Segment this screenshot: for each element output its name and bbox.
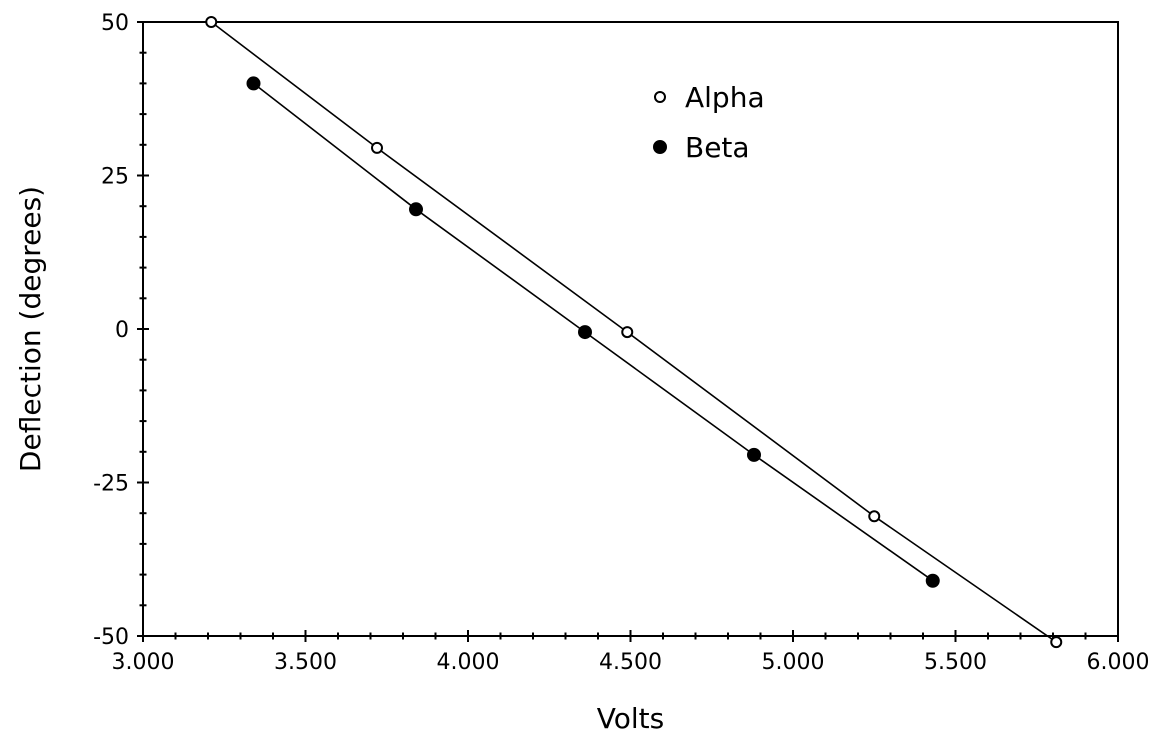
series-line-beta: [253, 82, 934, 582]
x-tick-label: 4.000: [437, 650, 500, 675]
y-axis-title: Deflection (degrees): [14, 186, 47, 472]
y-tick-label: 0: [115, 318, 129, 343]
x-tick-label: 4.500: [599, 650, 662, 675]
x-tick-label: 3.500: [274, 650, 337, 675]
x-tick-label: 5.500: [924, 650, 987, 675]
y-tick-label: -25: [93, 472, 129, 497]
legend-marker-beta: [653, 140, 667, 154]
data-point-beta: [747, 447, 761, 462]
y-tick-label: 50: [101, 11, 129, 36]
y-tick-label: -50: [93, 625, 129, 650]
legend-marker-alpha: [654, 91, 666, 103]
data-point-beta: [925, 573, 940, 588]
x-tick-label: 3.000: [112, 650, 175, 675]
x-tick-label: 5.000: [762, 650, 825, 675]
plot-labels: 3.000 3.500 4.000 4.500 5.000 5.500 6.000 50 25 0…: [14, 11, 1149, 735]
legend-label-alpha: Alpha: [685, 81, 765, 114]
data-point-alpha: [1050, 636, 1063, 649]
plot-marks: [205, 16, 1063, 649]
x-axis-title: Volts: [597, 702, 664, 735]
data-point-beta: [246, 76, 261, 91]
data-point-beta: [578, 325, 592, 340]
plot-axes: [137, 21, 1119, 642]
x-tick-label: 6.000: [1087, 650, 1150, 675]
series-line-alpha: [210, 21, 1057, 643]
legend: Alpha Beta: [653, 81, 765, 164]
data-point-alpha: [371, 141, 383, 154]
data-point-alpha: [868, 510, 881, 523]
legend-label-beta: Beta: [685, 131, 750, 164]
y-tick-label: 25: [101, 165, 129, 190]
data-point-beta: [409, 202, 423, 217]
data-point-alpha: [205, 16, 218, 28]
data-point-alpha: [621, 326, 634, 339]
